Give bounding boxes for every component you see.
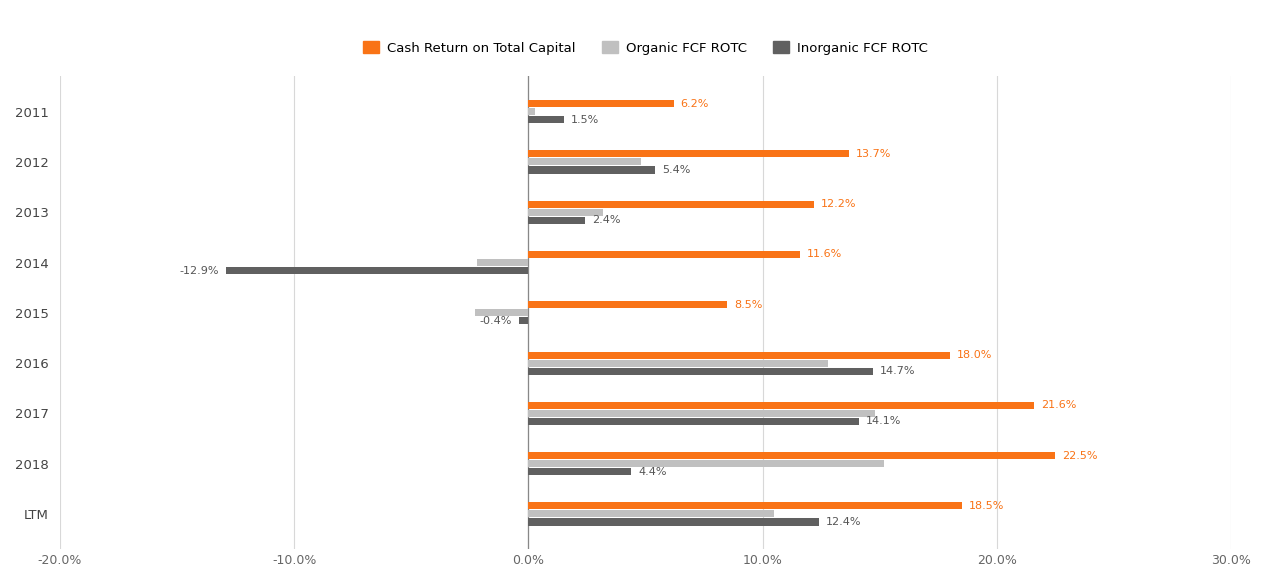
Text: -12.9%: -12.9%: [180, 265, 219, 276]
Text: 14.7%: 14.7%: [880, 366, 915, 376]
Text: 4.4%: 4.4%: [638, 467, 667, 477]
Bar: [528, 100, 674, 107]
Bar: [528, 468, 632, 475]
Text: 12.4%: 12.4%: [825, 517, 861, 527]
Bar: [528, 519, 819, 526]
Bar: [528, 209, 604, 216]
Text: 8.5%: 8.5%: [734, 300, 763, 310]
Legend: Cash Return on Total Capital, Organic FCF ROTC, Inorganic FCF ROTC: Cash Return on Total Capital, Organic FC…: [358, 36, 933, 60]
Text: 14.1%: 14.1%: [866, 417, 901, 427]
Bar: [528, 301, 728, 308]
Bar: [477, 259, 528, 266]
Text: 18.5%: 18.5%: [968, 501, 1004, 511]
Bar: [475, 309, 528, 317]
Text: 5.4%: 5.4%: [662, 165, 690, 175]
Text: 2.4%: 2.4%: [591, 215, 620, 225]
Bar: [528, 360, 828, 367]
Bar: [528, 150, 849, 158]
Bar: [528, 116, 563, 123]
Text: 13.7%: 13.7%: [856, 149, 891, 159]
Bar: [528, 201, 814, 208]
Text: 12.2%: 12.2%: [822, 199, 857, 209]
Bar: [528, 418, 858, 425]
Bar: [528, 217, 585, 224]
Text: 11.6%: 11.6%: [808, 250, 842, 260]
Bar: [519, 317, 528, 324]
Bar: [528, 460, 885, 467]
Text: 21.6%: 21.6%: [1042, 400, 1076, 410]
Text: 6.2%: 6.2%: [681, 98, 709, 109]
Bar: [528, 166, 655, 173]
Bar: [528, 410, 875, 417]
Bar: [528, 108, 536, 115]
Bar: [528, 502, 962, 509]
Bar: [528, 158, 641, 165]
Bar: [528, 452, 1056, 459]
Bar: [528, 510, 775, 517]
Text: 22.5%: 22.5%: [1062, 450, 1098, 460]
Bar: [528, 368, 872, 375]
Bar: [528, 352, 950, 359]
Bar: [528, 402, 1034, 409]
Text: 1.5%: 1.5%: [571, 115, 599, 125]
Text: -0.4%: -0.4%: [480, 316, 511, 326]
Bar: [528, 251, 800, 258]
Text: 18.0%: 18.0%: [957, 350, 993, 360]
Bar: [227, 267, 528, 274]
